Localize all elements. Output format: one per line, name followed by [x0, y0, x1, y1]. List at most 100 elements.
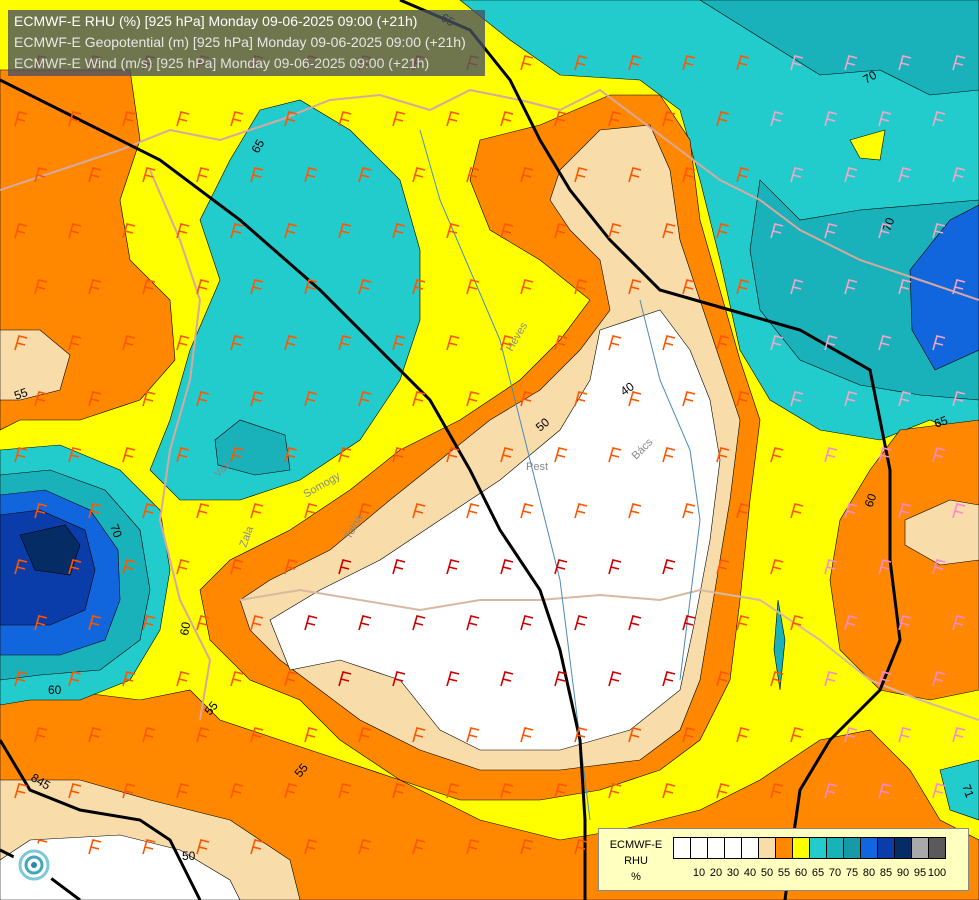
wind-barb: [446, 671, 460, 687]
wind-barb: [122, 111, 136, 127]
wind-barb: [338, 335, 352, 351]
wind-barb: [230, 111, 244, 127]
wind-barb: [284, 671, 298, 687]
wind-barb: [14, 671, 28, 687]
wind-barb: [338, 783, 352, 799]
wind-barb: [68, 335, 82, 351]
wind-barb: [574, 279, 588, 295]
wind-barb: [392, 335, 406, 351]
legend-swatch: [809, 837, 827, 859]
wind-barb: [500, 223, 514, 239]
wind-barb: [574, 615, 588, 631]
legend-tick-label: 65: [811, 867, 825, 879]
wind-barb: [466, 503, 480, 519]
wind-barb: [142, 167, 156, 183]
wind-barb: [608, 223, 622, 239]
wind-barb: [304, 839, 318, 855]
legend-swatch: [928, 837, 946, 859]
wind-barb: [338, 559, 352, 575]
wind-barb: [554, 783, 568, 799]
wind-barb: [554, 223, 568, 239]
legend-swatch: [877, 837, 895, 859]
legend-swatch: [673, 837, 691, 859]
wind-barb: [736, 503, 750, 519]
wind-barb: [878, 783, 892, 799]
rhu-50-55-area-east: [904, 499, 979, 566]
wind-barb: [952, 167, 966, 183]
wind-barb: [196, 167, 210, 183]
wind-barb: [574, 503, 588, 519]
wind-barb: [662, 223, 676, 239]
wind-barb: [14, 223, 28, 239]
legend-variable: RHU: [624, 855, 648, 867]
wind-barb: [898, 55, 912, 71]
wind-barb: [844, 279, 858, 295]
wind-barb: [88, 279, 102, 295]
rhu-yellow-notch: [849, 129, 886, 161]
wind-barb: [250, 391, 264, 407]
wind-barb: [34, 503, 48, 519]
wind-barb: [824, 783, 838, 799]
wind-barb: [628, 503, 642, 519]
wind-barb: [898, 615, 912, 631]
wind-barb: [412, 615, 426, 631]
wind-barb: [14, 111, 28, 127]
legend-tick-label: 10: [692, 867, 706, 879]
wind-barb: [466, 615, 480, 631]
wind-barb: [878, 223, 892, 239]
wind-barb: [682, 167, 696, 183]
wind-barb: [500, 783, 514, 799]
wind-barb: [736, 167, 750, 183]
wind-barb: [790, 615, 804, 631]
wind-barb: [34, 167, 48, 183]
wind-barb: [412, 839, 426, 855]
wind-barb: [608, 111, 622, 127]
wind-barb: [790, 503, 804, 519]
wind-barb: [196, 727, 210, 743]
wind-barb: [716, 559, 730, 575]
wind-barb: [932, 335, 946, 351]
wind-barb: [898, 391, 912, 407]
wind-barb: [358, 727, 372, 743]
wind-barb: [716, 447, 730, 463]
wind-barb: [952, 727, 966, 743]
wind-barb: [844, 391, 858, 407]
wind-barb: [790, 391, 804, 407]
wind-barb: [554, 335, 568, 351]
wind-barb: [574, 727, 588, 743]
wind-barb: [554, 671, 568, 687]
wind-barb: [142, 391, 156, 407]
rhu-70-75-area-west: [214, 419, 291, 476]
wind-barb: [878, 559, 892, 575]
wind-barb: [142, 615, 156, 631]
wind-barb: [88, 839, 102, 855]
legend-tick-label: 80: [862, 867, 876, 879]
wind-barb: [554, 559, 568, 575]
wind-barb: [520, 279, 534, 295]
wind-barb: [520, 55, 534, 71]
wind-barb: [932, 559, 946, 575]
swirl-icon: [18, 849, 50, 881]
legend-tick-label: 60: [794, 867, 808, 879]
wind-barb: [878, 671, 892, 687]
legend-swatch: [758, 837, 776, 859]
wind-barb: [574, 167, 588, 183]
wind-barb: [250, 279, 264, 295]
wind-barb: [230, 783, 244, 799]
rhu-70-75-area-northeast: [699, 0, 979, 96]
wind-barb: [196, 839, 210, 855]
legend-unit: %: [631, 871, 641, 883]
wind-barb: [466, 391, 480, 407]
wind-barb: [770, 223, 784, 239]
wind-barb: [88, 391, 102, 407]
contour-label: 50: [182, 849, 196, 863]
wind-barb: [824, 223, 838, 239]
wind-barb: [608, 447, 622, 463]
wind-barb: [446, 559, 460, 575]
wind-barb: [682, 615, 696, 631]
wind-barb: [358, 839, 372, 855]
wind-barb: [122, 671, 136, 687]
wind-barb: [196, 615, 210, 631]
contour-label: 70: [107, 522, 125, 540]
contour-label: 60: [177, 621, 193, 637]
